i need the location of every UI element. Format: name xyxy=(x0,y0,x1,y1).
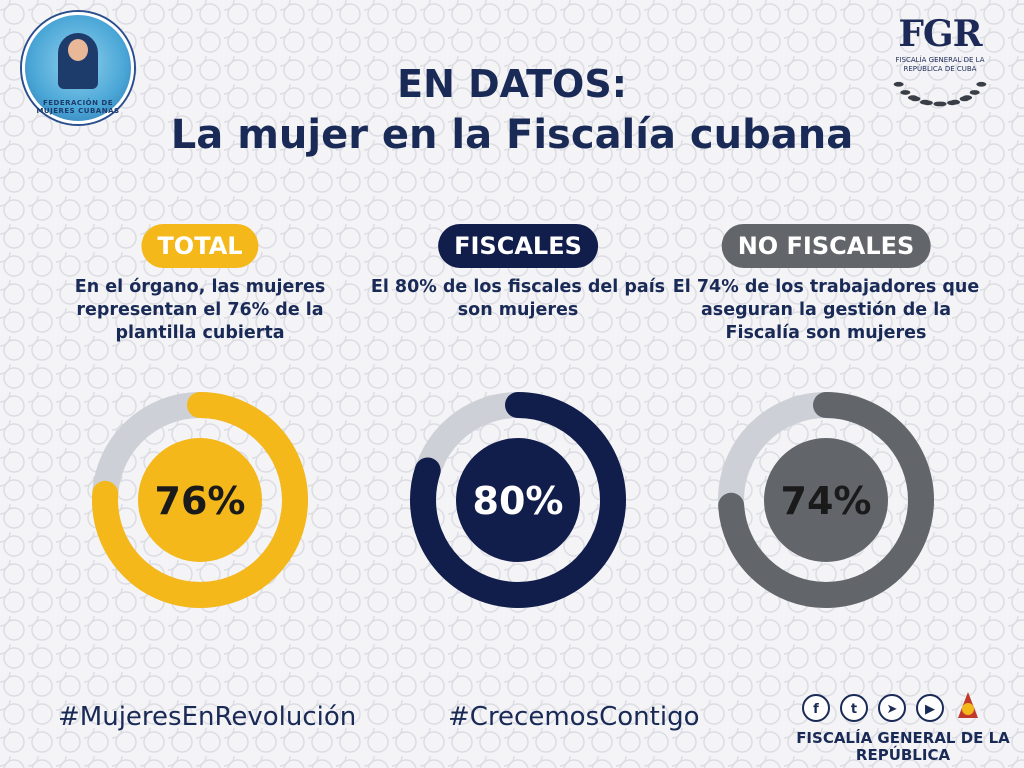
fmc-logo: FEDERACIÓN DE MUJERES CUBANAS xyxy=(22,12,134,124)
fmc-face xyxy=(68,39,88,61)
stat-column-total: TOTAL En el órgano, las mujeres represen… xyxy=(40,224,360,624)
donut-value-label-total: 76% xyxy=(155,479,246,523)
footer-org-name: FISCALÍA GENERAL DE LA REPÚBLICA xyxy=(796,729,1010,764)
stat-column-fiscales: FISCALES El 80% de los fiscales del país… xyxy=(358,224,678,624)
donut-center-total xyxy=(138,438,262,562)
donut-center-fiscales xyxy=(456,438,580,562)
donut-chart-total: 76% xyxy=(92,392,308,608)
donut-value-label-no-fiscales: 74% xyxy=(781,479,872,523)
donut-arc-fiscales xyxy=(410,392,626,608)
telegram-icon[interactable]: ➤ xyxy=(878,694,906,722)
stat-pill-fiscales: FISCALES xyxy=(438,224,598,268)
hashtag-mujeres-en-revolucion[interactable]: #MujeresEnRevolución xyxy=(58,702,357,732)
laurel-icon xyxy=(893,81,987,107)
stat-pill-no-fiscales: NO FISCALES xyxy=(721,224,931,268)
brand-icon[interactable] xyxy=(954,690,982,720)
donut-chart-fiscales: 80% xyxy=(410,392,626,608)
stat-description-total: En el órgano, las mujeres representan el… xyxy=(74,277,326,343)
stat-column-no-fiscales: NO FISCALES El 74% de los trabajadores q… xyxy=(666,224,986,624)
page-title: EN DATOS: xyxy=(397,62,627,106)
donut-value-label-fiscales: 80% xyxy=(473,479,564,523)
page-subtitle: La mujer en la Fiscalía cubana xyxy=(170,112,854,158)
donut-center-no-fiscales xyxy=(764,438,888,562)
hashtag-crecemos-contigo[interactable]: #CrecemosContigo xyxy=(448,702,700,732)
stat-pill-total: TOTAL xyxy=(141,224,259,268)
fgr-logo: FGR FISCALÍA GENERAL DE LA REPÚBLICA DE … xyxy=(884,14,996,114)
fmc-ring-text: FEDERACIÓN DE MUJERES CUBANAS xyxy=(36,99,120,115)
twitter-icon[interactable]: t xyxy=(840,694,868,722)
youtube-icon[interactable]: ▶ xyxy=(916,694,944,722)
fgr-subtitle: FISCALÍA GENERAL DE LA REPÚBLICA DE CUBA xyxy=(895,56,985,73)
donut-arc-total xyxy=(92,392,308,608)
facebook-icon[interactable]: f xyxy=(802,694,830,722)
donut-chart-no-fiscales: 74% xyxy=(718,392,934,608)
donut-arc-no-fiscales xyxy=(718,392,934,608)
stat-description-no-fiscales: El 74% de los trabajadores que aseguran … xyxy=(672,277,980,343)
stat-description-fiscales: El 80% de los fiscales del país son muje… xyxy=(370,277,666,320)
fgr-mark: FGR xyxy=(898,13,982,55)
